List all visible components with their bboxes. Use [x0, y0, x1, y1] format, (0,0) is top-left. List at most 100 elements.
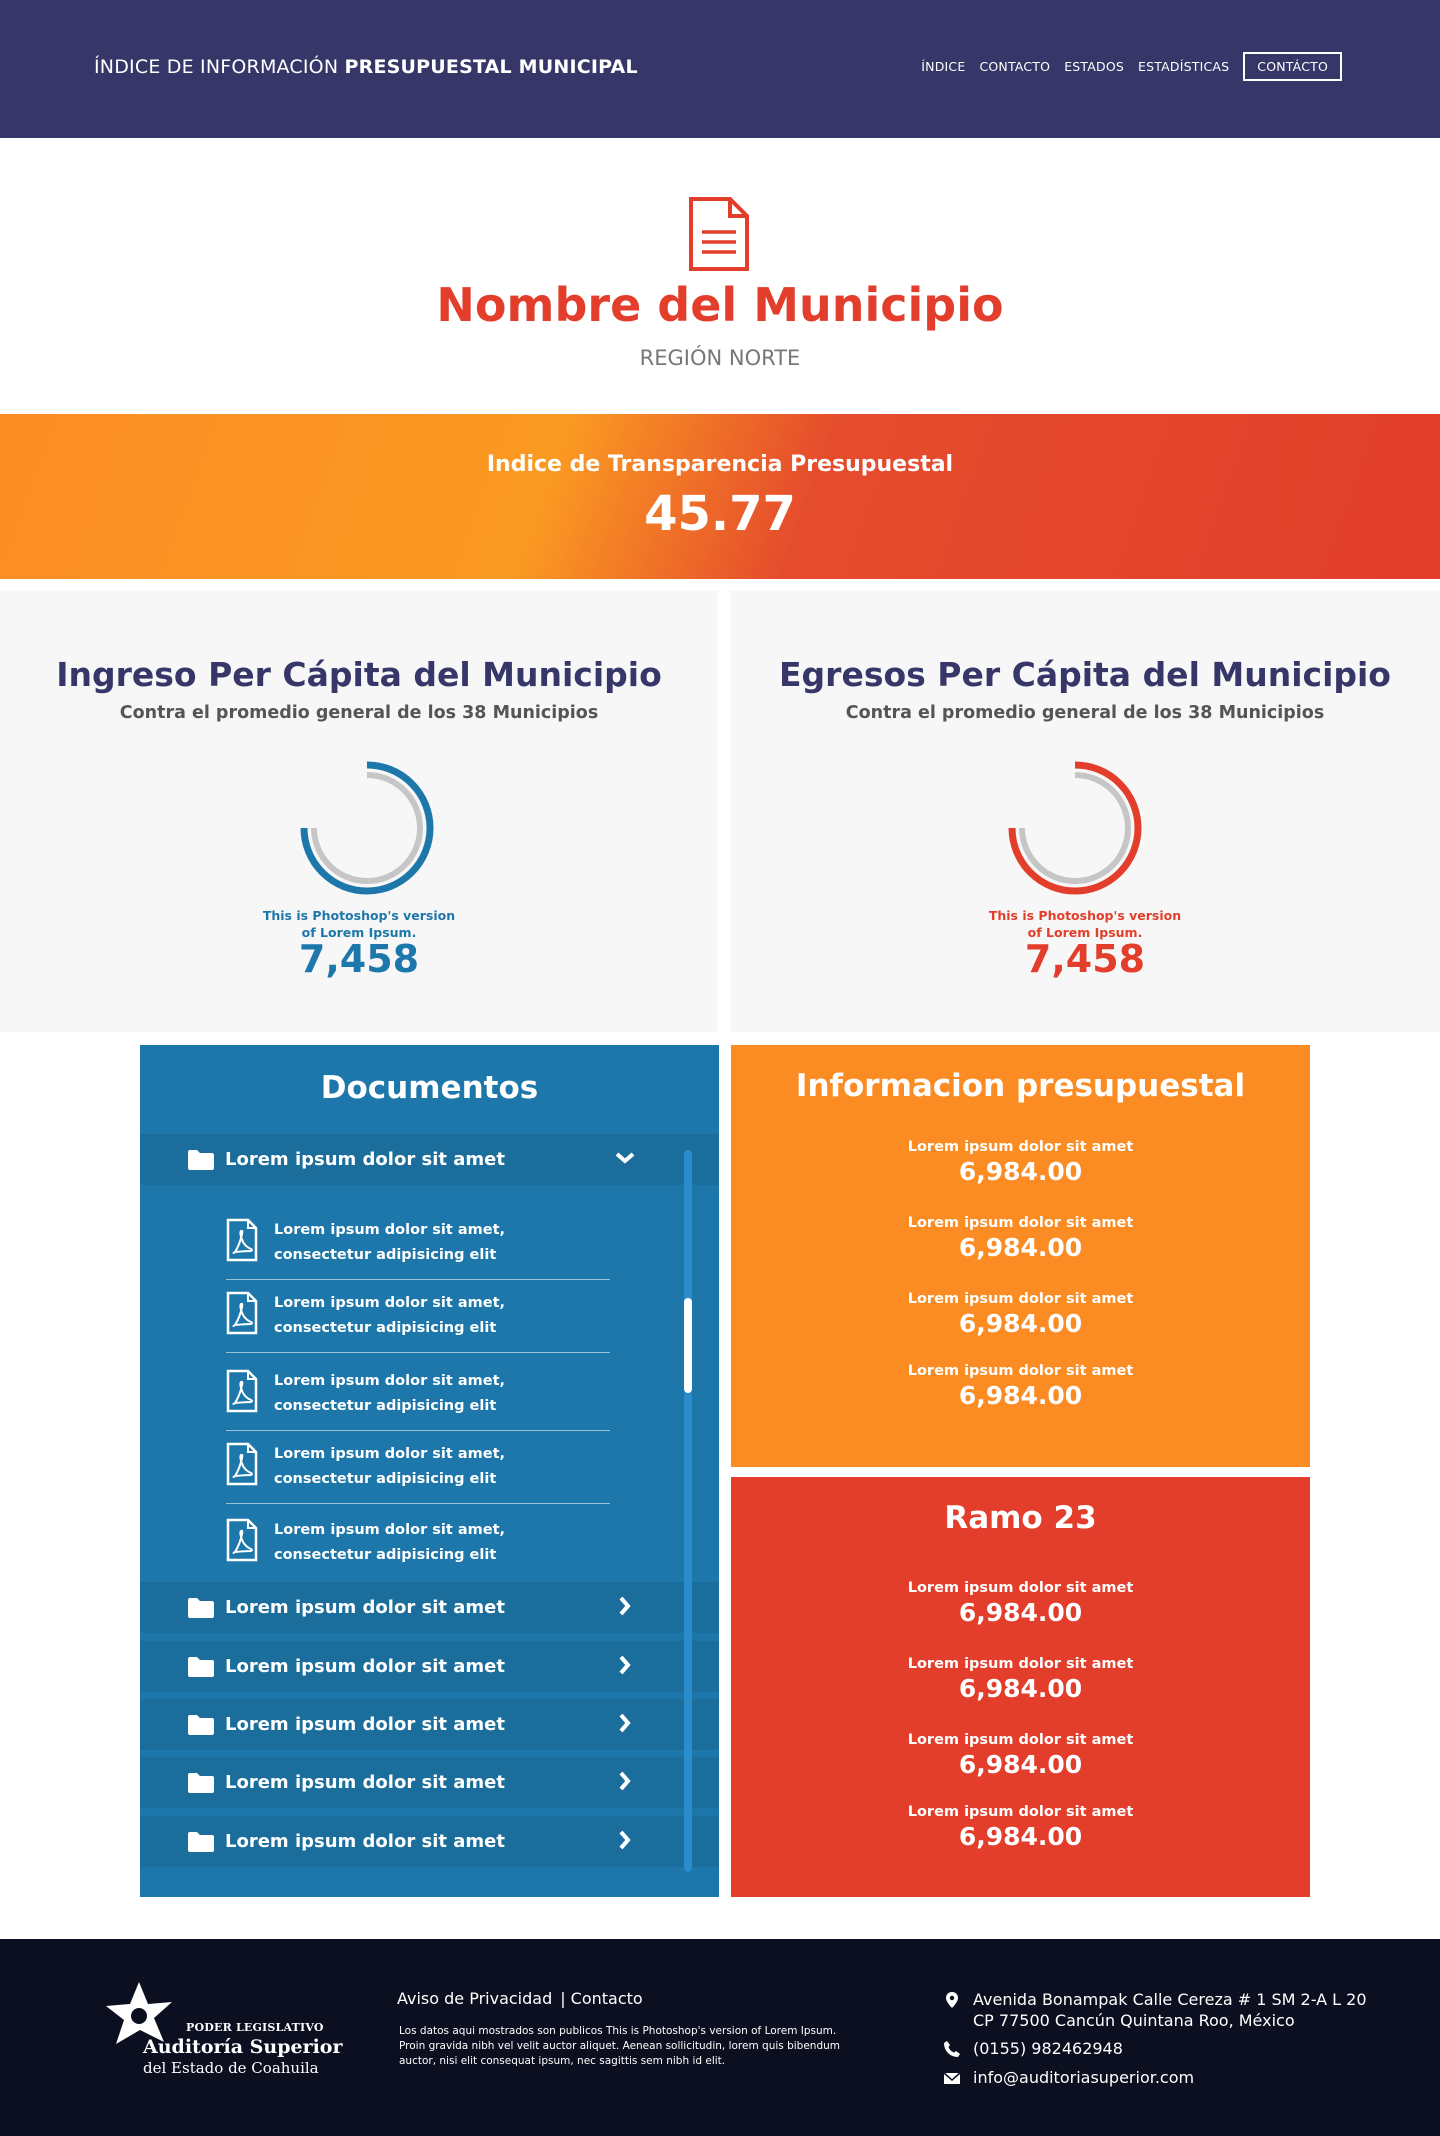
folder-row[interactable]: Lorem ipsum dolor sit amet	[140, 1699, 719, 1750]
informacion-presupuestal-title: Informacion presupuestal	[795, 1068, 1246, 1104]
folder-row[interactable]: Lorem ipsum dolor sit amet	[140, 1757, 719, 1808]
ramo23-stat: Lorem ipsum dolor sit amet 6,984.00	[907, 1804, 1134, 1851]
egresos-per-capita-panel: Egresos Per Cápita del Municipio Contra …	[730, 591, 1440, 1032]
contact-button[interactable]: CONTÁCTO	[1243, 52, 1342, 81]
folder-label: Lorem ipsum dolor sit amet	[225, 1656, 505, 1677]
pdf-file-icon	[226, 1218, 258, 1262]
egresos-gauge	[1008, 761, 1142, 895]
pdf-file-icon	[226, 1518, 258, 1562]
chevron-right-icon[interactable]	[615, 1653, 635, 1677]
chevron-right-icon[interactable]	[615, 1769, 635, 1793]
documents-title: Documentos	[320, 1070, 539, 1106]
map-pin-icon	[946, 1992, 958, 2008]
budget-stat: Lorem ipsum dolor sit amet 6,984.00	[907, 1139, 1134, 1186]
folder-icon	[188, 1832, 214, 1852]
municipio-hero: Nombre del Municipio REGIÓN NORTE	[0, 138, 1440, 414]
ramo23-stat: Lorem ipsum dolor sit amet 6,984.00	[907, 1732, 1134, 1779]
logo-text-auditoria: Auditoría Superior	[143, 2036, 343, 2058]
transparency-index-value: 45.77	[644, 486, 796, 542]
nav-contacto[interactable]: CONTACTO	[979, 59, 1051, 74]
logo-text-legislativo: PODER LEGISLATIVO	[186, 2021, 324, 2034]
informacion-presupuestal-panel: Informacion presupuestal Lorem ipsum dol…	[731, 1045, 1310, 1467]
document-item[interactable]: Lorem ipsum dolor sit amet, consectetur …	[226, 1281, 610, 1353]
nav-indice[interactable]: ÍNDICE	[921, 59, 966, 74]
nav-estados[interactable]: ESTADOS	[1064, 59, 1125, 74]
folder-icon	[188, 1715, 214, 1735]
main-nav: ÍNDICE CONTACTO ESTADOS ESTADÍSTICAS CON…	[907, 52, 1342, 81]
ingreso-subtitle: Contra el promedio general de los 38 Mun…	[119, 703, 599, 723]
chevron-down-icon[interactable]	[615, 1146, 635, 1170]
link-separator: |	[560, 1989, 566, 2008]
site-header: ÍNDICE DE INFORMACIÓN PRESUPUESTAL MUNIC…	[0, 0, 1440, 138]
folder-icon	[188, 1773, 214, 1793]
budget-stat: Lorem ipsum dolor sit amet 6,984.00	[907, 1215, 1134, 1262]
nav-estadisticas[interactable]: ESTADÍSTICAS	[1138, 59, 1230, 74]
phone-icon	[944, 2041, 960, 2057]
pdf-file-icon	[226, 1369, 258, 1413]
pdf-file-icon	[226, 1442, 258, 1486]
folder-row[interactable]: Lorem ipsum dolor sit amet	[140, 1134, 719, 1185]
ramo23-stat: Lorem ipsum dolor sit amet 6,984.00	[907, 1656, 1134, 1703]
folder-label: Lorem ipsum dolor sit amet	[225, 1831, 505, 1852]
footer-links: Aviso de Privacidad | Contacto	[397, 1989, 643, 2008]
documents-scrollbar-thumb[interactable]	[684, 1298, 692, 1393]
folder-label: Lorem ipsum dolor sit amet	[225, 1149, 505, 1170]
address-line-1: Avenida Bonampak Calle Cereza # 1 SM 2-A…	[973, 1990, 1367, 2009]
logo-text-estado: del Estado de Coahuila	[143, 2059, 319, 2077]
brand-regular: ÍNDICE DE INFORMACIÓN	[94, 56, 339, 78]
chevron-right-icon[interactable]	[615, 1711, 635, 1735]
documents-scrollbar-track[interactable]	[684, 1150, 692, 1872]
budget-stat: Lorem ipsum dolor sit amet 6,984.00	[907, 1363, 1134, 1410]
document-label: Lorem ipsum dolor sit amet, consectetur …	[274, 1446, 506, 1487]
document-item[interactable]: Lorem ipsum dolor sit amet, consectetur …	[226, 1359, 610, 1431]
ingreso-per-capita-panel: Ingreso Per Cápita del Municipio Contra …	[0, 591, 718, 1032]
ingreso-gauge	[300, 761, 434, 895]
egresos-value: 7,458	[1024, 937, 1146, 981]
document-item[interactable]: Lorem ipsum dolor sit amet, consectetur …	[226, 1432, 610, 1504]
folder-icon	[188, 1150, 214, 1170]
document-icon	[689, 197, 749, 271]
ingreso-value: 7,458	[298, 937, 420, 981]
municipio-name: Nombre del Municipio	[436, 278, 1004, 332]
chevron-right-icon[interactable]	[615, 1828, 635, 1852]
ramo23-stat: Lorem ipsum dolor sit amet 6,984.00	[907, 1580, 1134, 1627]
folder-icon	[188, 1598, 214, 1618]
ramo23-panel: Ramo 23 Lorem ipsum dolor sit amet 6,984…	[731, 1477, 1310, 1897]
document-label: Lorem ipsum dolor sit amet, consectetur …	[274, 1222, 506, 1263]
folder-row[interactable]: Lorem ipsum dolor sit amet	[140, 1641, 719, 1692]
brand-bold: PRESUPUESTAL MUNICIPAL	[344, 56, 638, 78]
transparency-index-title: Indice de Transparencia Presupuestal	[486, 452, 954, 477]
folder-icon	[188, 1657, 214, 1677]
document-item[interactable]: Lorem ipsum dolor sit amet, consectetur …	[226, 1208, 610, 1280]
ingreso-title: Ingreso Per Cápita del Municipio	[56, 655, 662, 694]
budget-stat: Lorem ipsum dolor sit amet 6,984.00	[907, 1291, 1134, 1338]
site-footer: PODER LEGISLATIVO Auditoría Superior del…	[0, 1939, 1440, 2136]
chevron-right-icon[interactable]	[615, 1594, 635, 1618]
document-label: Lorem ipsum dolor sit amet, consectetur …	[274, 1522, 506, 1563]
envelope-icon	[943, 2072, 961, 2084]
footer-disclaimer: Los datos aqui mostrados son publicos Th…	[399, 2025, 840, 2067]
email-address[interactable]: info@auditoriasuperior.com	[973, 2068, 1195, 2087]
phone-number[interactable]: (0155) 982462948	[973, 2039, 1123, 2058]
folder-label: Lorem ipsum dolor sit amet	[225, 1714, 505, 1735]
folder-label: Lorem ipsum dolor sit amet	[225, 1597, 505, 1618]
privacy-link[interactable]: Aviso de Privacidad	[397, 1989, 553, 2008]
region-label: REGIÓN NORTE	[639, 346, 801, 370]
auditoria-logo-icon	[106, 1982, 172, 2044]
folder-row[interactable]: Lorem ipsum dolor sit amet	[140, 1582, 719, 1633]
egresos-caption: This is Photoshop's version of Lorem Ips…	[988, 908, 1182, 940]
document-item[interactable]: Lorem ipsum dolor sit amet, consectetur …	[226, 1508, 610, 1580]
folder-label: Lorem ipsum dolor sit amet	[225, 1772, 505, 1793]
document-label: Lorem ipsum dolor sit amet, consectetur …	[274, 1295, 506, 1336]
ramo23-title: Ramo 23	[944, 1500, 1097, 1536]
pdf-file-icon	[226, 1291, 258, 1335]
folder-row[interactable]: Lorem ipsum dolor sit amet	[140, 1816, 719, 1867]
site-brand[interactable]: ÍNDICE DE INFORMACIÓN PRESUPUESTAL MUNIC…	[94, 56, 638, 78]
address-line-2: CP 77500 Cancún Quintana Roo, México	[973, 2011, 1295, 2030]
ingreso-caption: This is Photoshop's version of Lorem Ips…	[262, 908, 456, 940]
egresos-subtitle: Contra el promedio general de los 38 Mun…	[845, 703, 1325, 723]
documents-panel: Documentos Lorem ipsum dolor sit amet Lo…	[140, 1045, 719, 1897]
transparency-index-banner: Indice de Transparencia Presupuestal 45.…	[0, 414, 1440, 579]
document-label: Lorem ipsum dolor sit amet, consectetur …	[274, 1373, 506, 1414]
footer-contact-link[interactable]: Contacto	[570, 1989, 643, 2008]
